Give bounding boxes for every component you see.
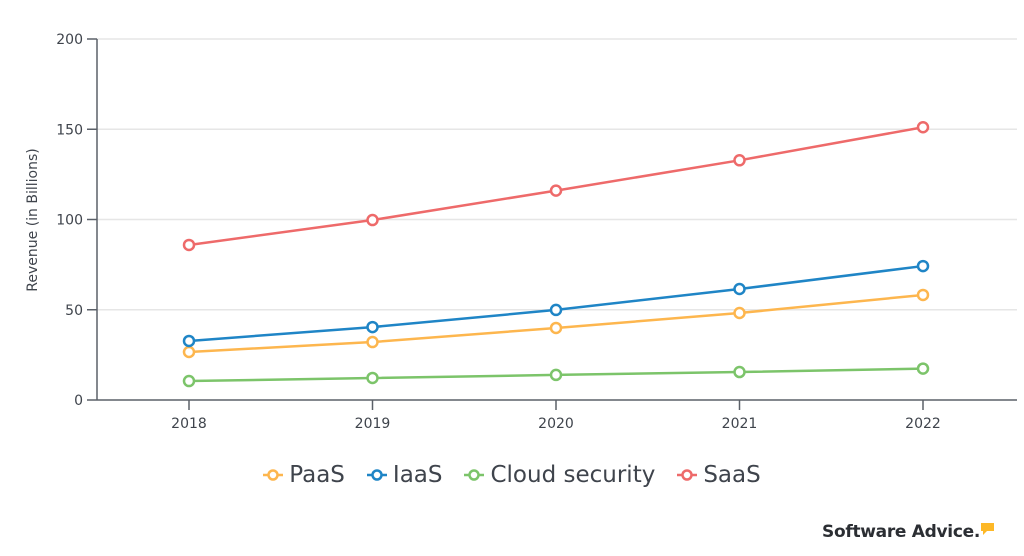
data-point[interactable]: [733, 154, 746, 167]
legend-item[interactable]: IaaS: [366, 462, 443, 488]
legend-label: SaaS: [703, 462, 761, 488]
x-tick-label: 2020: [538, 416, 574, 432]
series-cloud-security: [182, 362, 930, 388]
series-saas: [182, 121, 930, 252]
legend-marker-icon: [263, 469, 284, 481]
data-point[interactable]: [182, 334, 196, 348]
legend-item[interactable]: Cloud security: [464, 462, 655, 488]
y-axis-ticks: 0 50 100 150 200: [56, 32, 97, 409]
legend-label: PaaS: [289, 462, 345, 488]
data-point[interactable]: [366, 320, 379, 334]
legend-marker-icon: [366, 469, 387, 481]
legend-marker-icon: [677, 469, 698, 481]
data-point[interactable]: [733, 365, 746, 379]
data-point[interactable]: [916, 121, 930, 134]
data-point[interactable]: [549, 303, 563, 317]
y-tick-label: 200: [56, 32, 83, 48]
x-axis-ticks: 2018 2019 2020 2021 2022: [171, 400, 941, 432]
legend-item[interactable]: PaaS: [263, 462, 345, 488]
software-advice-logo: Software Advice.: [822, 522, 994, 542]
legend-marker-icon: [464, 469, 485, 481]
y-tick-label: 50: [65, 303, 83, 319]
data-point[interactable]: [549, 184, 563, 197]
x-tick-label: 2022: [905, 416, 941, 432]
legend-label: IaaS: [392, 462, 443, 488]
data-point[interactable]: [916, 288, 930, 302]
data-point[interactable]: [366, 213, 379, 227]
series-paas: [182, 288, 930, 359]
data-point[interactable]: [182, 345, 196, 359]
data-point[interactable]: [916, 362, 930, 375]
data-point[interactable]: [182, 238, 196, 252]
legend-label: Cloud security: [490, 462, 656, 488]
logo-text: Software Advice.: [822, 522, 980, 542]
legend: PaaS IaaS Cloud security SaaS: [0, 462, 1024, 488]
data-point[interactable]: [366, 371, 379, 385]
x-tick-label: 2018: [171, 416, 207, 432]
data-point[interactable]: [182, 374, 196, 388]
speech-bubble-icon: [981, 523, 994, 535]
legend-item[interactable]: SaaS: [677, 462, 761, 488]
y-tick-label: 150: [56, 122, 83, 138]
data-point[interactable]: [733, 282, 746, 296]
y-axis-title: Revenue (in Billions): [25, 148, 41, 291]
y-tick-label: 100: [56, 213, 83, 229]
gridlines: [97, 38, 1017, 311]
line-chart: 0 50 100 150 200 2018 2019 2020 2021 2022 Revenu…: [25, 32, 1017, 432]
series-group: [182, 121, 930, 388]
data-point[interactable]: [366, 335, 379, 349]
data-point[interactable]: [549, 368, 563, 382]
y-tick-label: 0: [74, 393, 83, 409]
x-tick-label: 2021: [722, 416, 758, 432]
series-iaas: [182, 259, 930, 348]
data-point[interactable]: [549, 321, 563, 335]
x-tick-label: 2019: [355, 416, 391, 432]
data-point[interactable]: [916, 259, 930, 273]
data-point[interactable]: [733, 306, 746, 320]
